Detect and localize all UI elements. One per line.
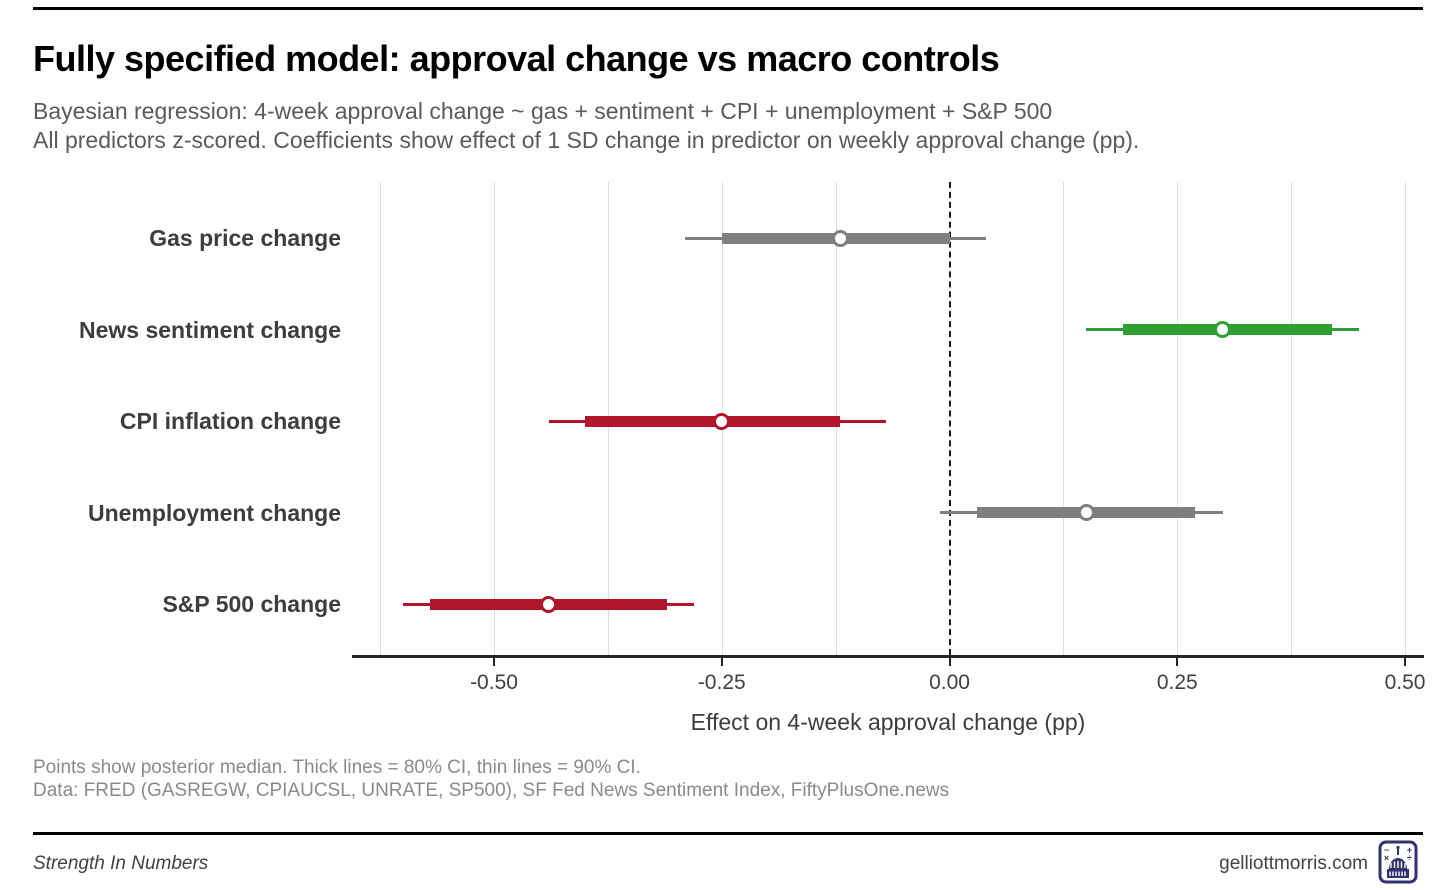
median-point [713, 412, 731, 430]
gridline [1291, 182, 1293, 655]
gridline [1063, 182, 1065, 655]
footer-brand: Strength In Numbers [33, 853, 209, 874]
svg-text:÷: ÷ [1407, 853, 1412, 863]
gridline [1405, 182, 1406, 655]
caption-line-1: Points show posterior median. Thick line… [33, 757, 641, 778]
x-tick-label: -0.50 [470, 671, 518, 694]
x-tick-label: 0.00 [929, 671, 970, 694]
row-label: S&P 500 change [162, 591, 341, 617]
zero-reference-line [948, 182, 951, 655]
median-point [1077, 504, 1095, 521]
caption-line-2: Data: FRED (GASREGW, CPIAUCSL, UNRATE, S… [33, 780, 950, 801]
capitol-icon: − × + ÷ [1378, 840, 1418, 884]
x-tick-label: 0.50 [1384, 671, 1426, 694]
row-label: CPI inflation change [119, 408, 341, 434]
top-rule [33, 7, 1423, 10]
x-tick-label: 0.25 [1156, 671, 1198, 694]
x-tick [493, 658, 495, 666]
row-label: Unemployment change [87, 499, 341, 526]
caption: Points show posterior median. Thick line… [33, 756, 1433, 802]
x-tick [1404, 658, 1406, 666]
subtitle-line-2: All predictors z-scored. Coefficients sh… [33, 127, 1140, 153]
chart-subtitle: Bayesian regression: 4-week approval cha… [33, 97, 1433, 155]
x-tick [1176, 658, 1179, 666]
median-point [1214, 321, 1232, 338]
x-tick [948, 658, 951, 666]
svg-text:+: + [1407, 845, 1412, 855]
median-point [540, 595, 558, 613]
subtitle-line-1: Bayesian regression: 4-week approval cha… [33, 98, 1053, 124]
gridline [494, 182, 495, 655]
x-axis-line [352, 655, 1424, 658]
ci-80-bar [585, 415, 841, 427]
svg-text:−: − [1384, 845, 1389, 855]
row-label: News sentiment change [78, 316, 341, 343]
footer-site-link[interactable]: gelliottmorris.com [1219, 853, 1368, 874]
chart-title: Fully specified model: approval change v… [33, 38, 1000, 79]
x-tick-label: -0.25 [697, 671, 746, 694]
row-label: Gas price change [149, 225, 341, 251]
x-tick [720, 658, 723, 666]
svg-text:×: × [1384, 853, 1389, 863]
footer-rule [33, 832, 1423, 835]
x-axis-title: Effect on 4-week approval change (pp) [690, 709, 1086, 735]
gridline [380, 182, 382, 655]
median-point [831, 229, 849, 247]
gridline [1177, 182, 1179, 655]
